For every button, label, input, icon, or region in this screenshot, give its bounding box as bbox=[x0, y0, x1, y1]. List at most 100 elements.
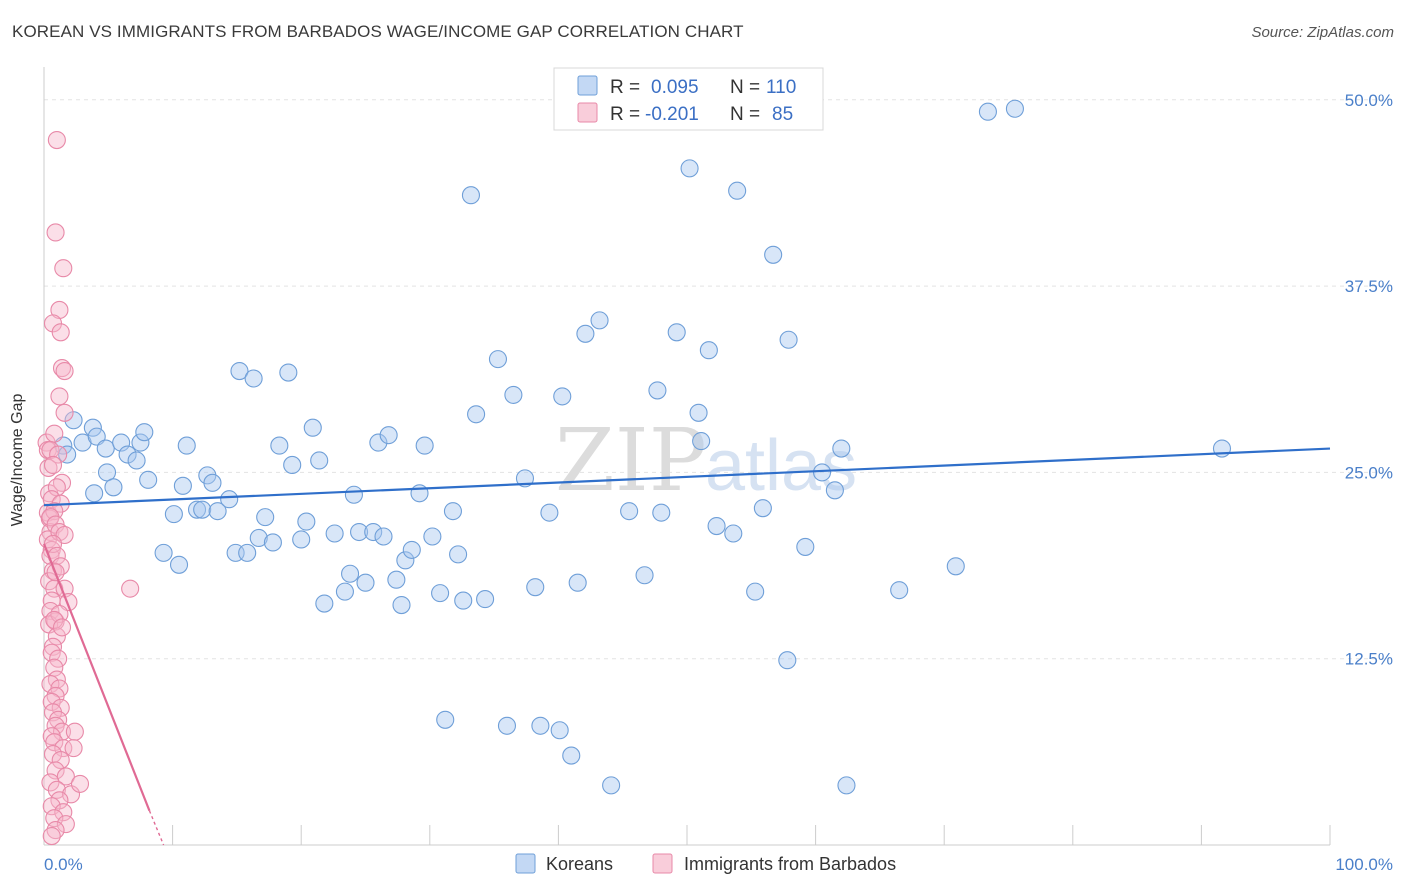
korean-point-106 bbox=[1005, 99, 1024, 118]
korean-point-63 bbox=[454, 591, 473, 610]
barbados-point-40 bbox=[47, 780, 66, 799]
barbados-point-81 bbox=[121, 579, 140, 598]
data-points bbox=[37, 99, 1232, 846]
chart-title: KOREAN VS IMMIGRANTS FROM BARBADOS WAGE/… bbox=[12, 22, 744, 41]
barbados-point-84 bbox=[70, 774, 90, 793]
korean-point-76 bbox=[562, 746, 581, 765]
barbados-point-51 bbox=[54, 259, 73, 278]
korean-point-24 bbox=[203, 473, 222, 492]
y-tick-label-1: 25.0% bbox=[1345, 463, 1393, 482]
barbados-point-58 bbox=[55, 403, 74, 422]
korean-point-93 bbox=[746, 582, 765, 601]
korean-point-81 bbox=[620, 502, 639, 521]
korean-point-45 bbox=[344, 485, 363, 504]
korean-point-98 bbox=[796, 537, 815, 556]
y-tick-labels: 12.5% 25.0% 37.5% 50.0% bbox=[1345, 91, 1393, 669]
barbados-point-55 bbox=[52, 359, 72, 378]
korean-trend-line bbox=[43, 447, 1331, 507]
korean-point-4 bbox=[83, 418, 102, 437]
korean-point-101 bbox=[832, 439, 851, 458]
korean-point-2 bbox=[64, 411, 83, 430]
korean-point-72 bbox=[531, 716, 550, 735]
legend-n-label-barbados: N = bbox=[730, 104, 760, 125]
korean-point-36 bbox=[283, 455, 302, 475]
legend-r-label-koreans: R = bbox=[610, 77, 640, 98]
korean-point-7 bbox=[96, 439, 115, 458]
bottom-legend: Koreans Immigrants from Barbados bbox=[515, 853, 896, 874]
korean-point-53 bbox=[392, 595, 411, 615]
korean-point-71 bbox=[526, 578, 545, 597]
korean-point-54 bbox=[396, 551, 415, 570]
korean-point-59 bbox=[431, 584, 450, 603]
korean-point-20 bbox=[177, 436, 196, 455]
korean-point-96 bbox=[778, 651, 797, 670]
bottom-legend-swatch-barbados bbox=[652, 853, 673, 874]
barbados-point-43 bbox=[42, 797, 61, 816]
korean-point-80 bbox=[602, 776, 621, 795]
y-tick-label-3: 50.0% bbox=[1345, 91, 1393, 110]
barbados-point-34 bbox=[54, 739, 73, 758]
korean-point-40 bbox=[310, 451, 329, 470]
legend-r-label-barbados: R = bbox=[610, 104, 640, 125]
korean-point-88 bbox=[692, 432, 711, 451]
korean-point-15 bbox=[139, 470, 158, 489]
barbados-point-82 bbox=[65, 722, 84, 741]
barbados-point-49 bbox=[47, 130, 66, 150]
x-tick-labels: 0.0% 100.0% bbox=[44, 855, 1393, 874]
barbados-point-39 bbox=[41, 773, 60, 792]
korean-point-67 bbox=[488, 350, 508, 369]
watermark-atlas: atlas bbox=[705, 426, 857, 506]
barbados-point-65 bbox=[42, 490, 61, 509]
bottom-legend-label-barbados: Immigrants from Barbados bbox=[684, 854, 896, 874]
korean-point-104 bbox=[946, 557, 965, 576]
korean-point-18 bbox=[169, 555, 189, 574]
korean-point-13 bbox=[131, 433, 150, 452]
korean-point-11 bbox=[118, 445, 137, 464]
korean-point-100 bbox=[825, 481, 844, 500]
legend-r-value-barbados: -0.201 bbox=[645, 104, 699, 125]
korean-point-48 bbox=[364, 522, 383, 542]
barbados-point-50 bbox=[46, 223, 65, 242]
korean-point-35 bbox=[279, 363, 298, 382]
watermark-zip: ZIP bbox=[555, 411, 707, 511]
korean-point-103 bbox=[890, 581, 909, 600]
watermark: ZIP atlas bbox=[555, 411, 857, 511]
korean-point-17 bbox=[164, 505, 183, 524]
barbados-point-54 bbox=[51, 323, 70, 342]
korean-point-19 bbox=[173, 476, 192, 495]
korean-point-57 bbox=[415, 436, 434, 455]
korean-point-41 bbox=[315, 594, 334, 613]
korean-point-79 bbox=[590, 311, 609, 330]
korean-point-84 bbox=[652, 503, 671, 522]
korean-point-51 bbox=[379, 426, 398, 445]
korean-point-68 bbox=[497, 716, 517, 735]
bottom-legend-label-koreans: Koreans bbox=[546, 854, 613, 874]
korean-point-26 bbox=[220, 490, 239, 509]
legend-swatch-barbados bbox=[577, 102, 598, 123]
korean-point-14 bbox=[135, 423, 154, 442]
korean-point-55 bbox=[402, 540, 421, 559]
korean-point-87 bbox=[689, 403, 708, 422]
barbados-point-78 bbox=[50, 604, 69, 624]
korean-point-85 bbox=[667, 323, 686, 342]
korean-point-9 bbox=[104, 478, 123, 497]
barbados-point-59 bbox=[45, 424, 64, 443]
barbados-point-46 bbox=[56, 815, 75, 834]
korean-point-74 bbox=[550, 721, 569, 740]
legend-n-value-barbados: 85 bbox=[772, 104, 793, 125]
barbados-trend-line bbox=[42, 543, 151, 812]
korean-point-94 bbox=[753, 499, 772, 518]
barbados-point-57 bbox=[50, 387, 69, 406]
barbados-point-18 bbox=[43, 637, 63, 656]
legend-swatch-koreans bbox=[577, 75, 598, 96]
korean-point-75 bbox=[553, 387, 572, 406]
korean-point-47 bbox=[356, 573, 375, 592]
korean-point-82 bbox=[635, 566, 654, 585]
korean-point-65 bbox=[467, 405, 486, 424]
korean-point-44 bbox=[341, 564, 360, 583]
korean-point-102 bbox=[837, 776, 856, 795]
korean-point-38 bbox=[297, 512, 316, 531]
korean-point-77 bbox=[568, 573, 587, 592]
korean-point-42 bbox=[325, 524, 344, 543]
